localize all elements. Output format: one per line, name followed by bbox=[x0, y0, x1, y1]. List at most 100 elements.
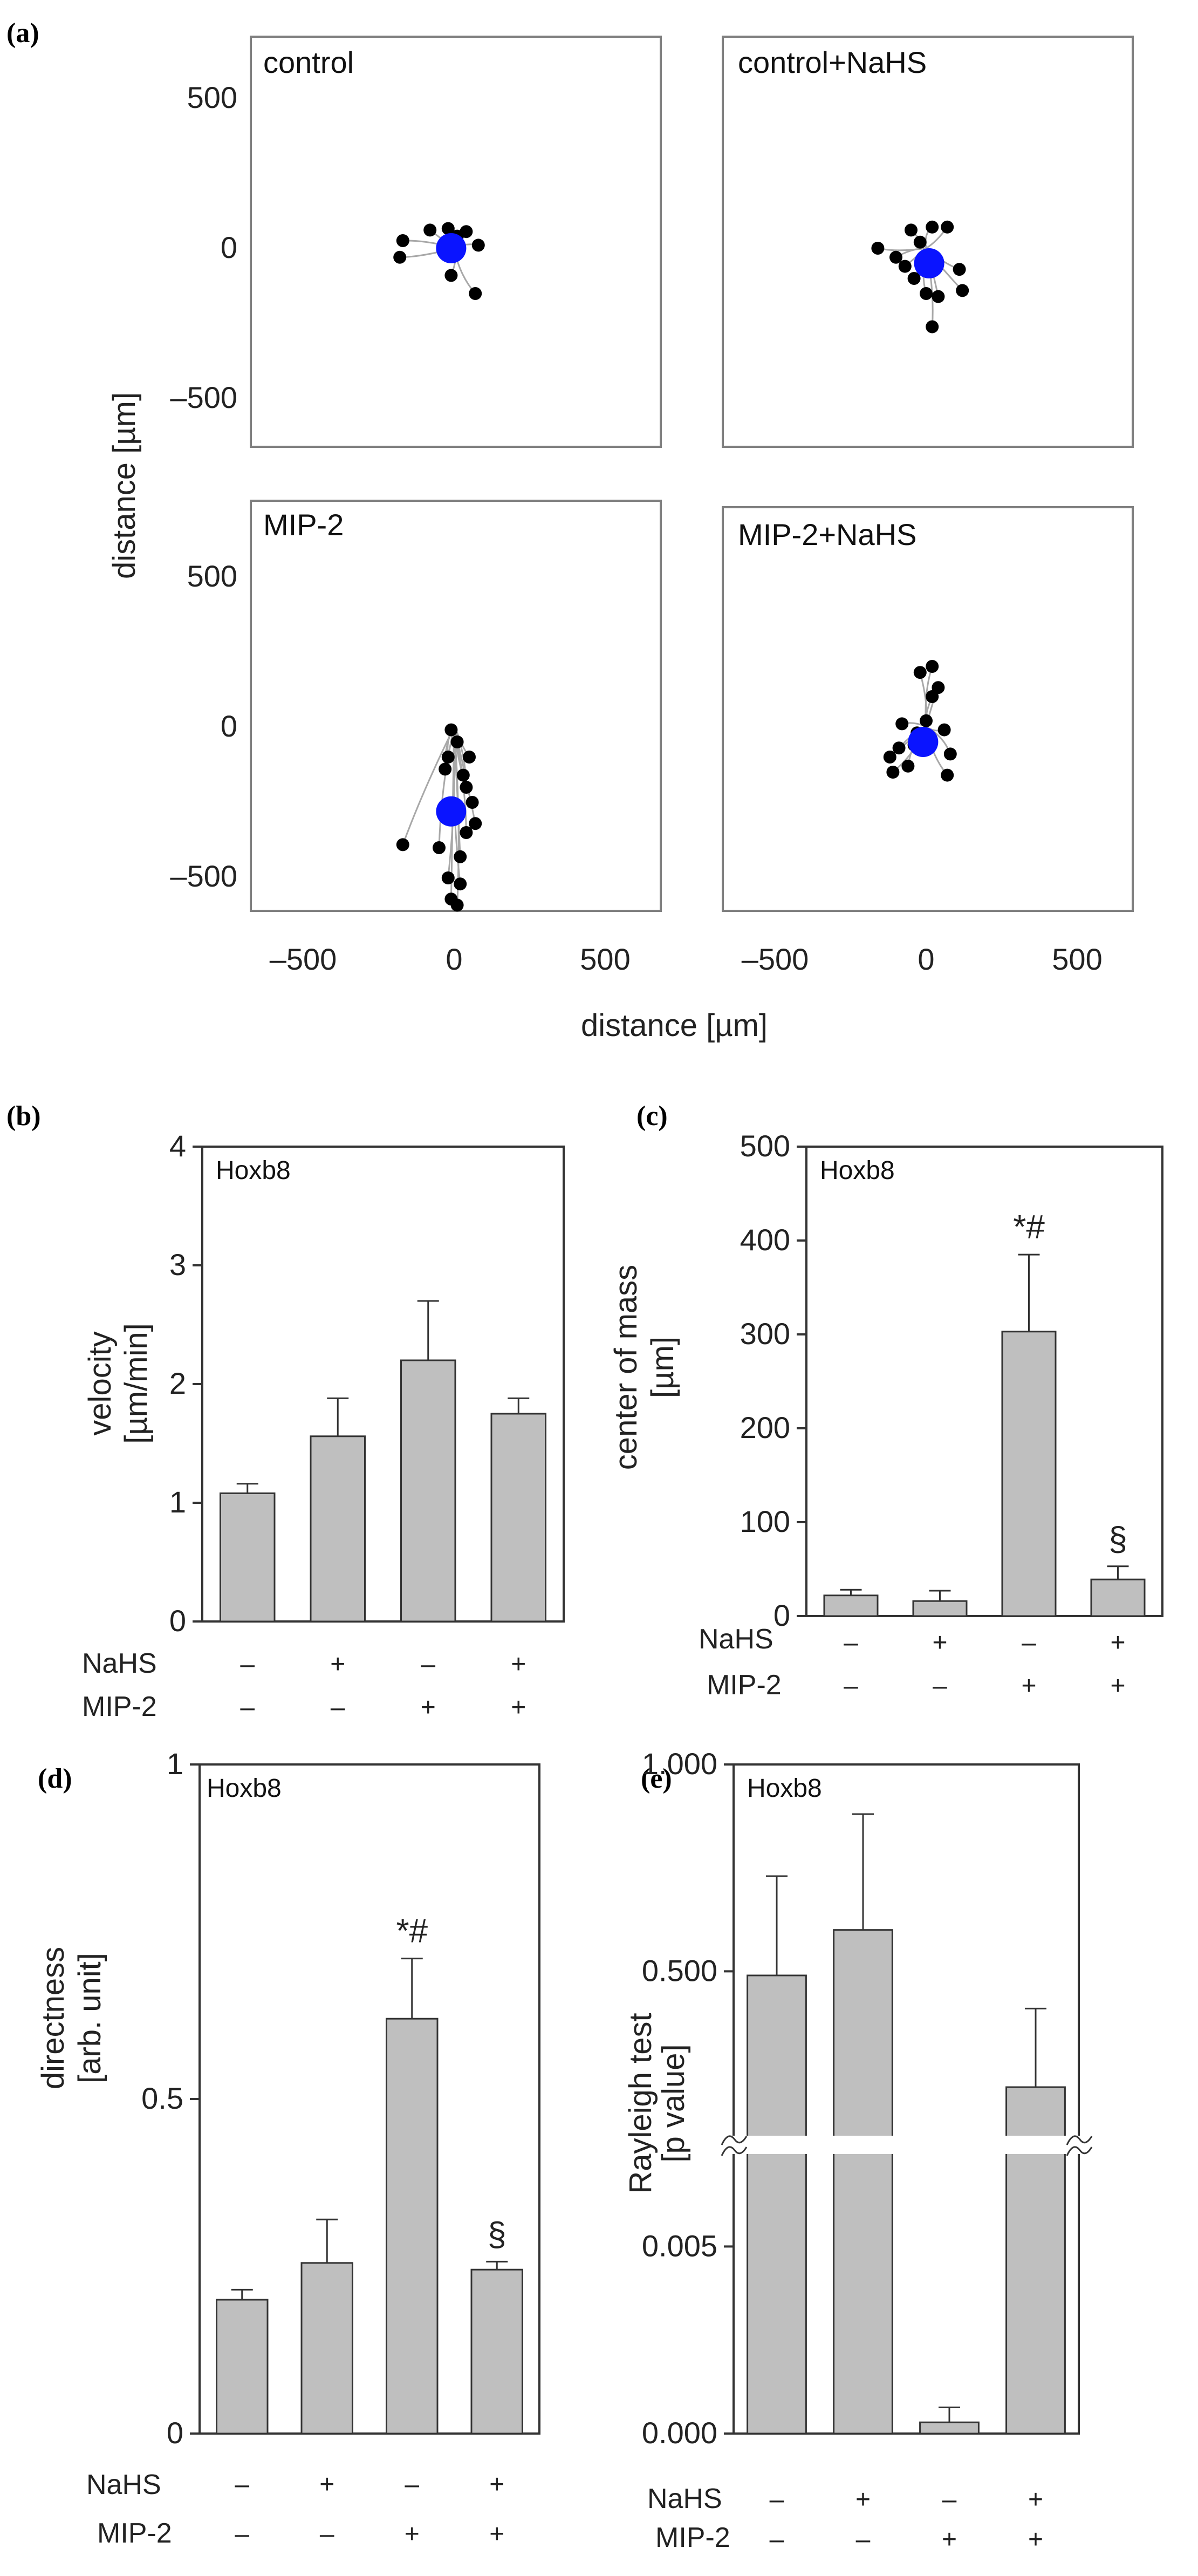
cell-endpoint bbox=[441, 751, 455, 764]
cell-endpoint bbox=[460, 826, 473, 839]
subplot-frame bbox=[250, 500, 662, 912]
mip2-sign: – bbox=[844, 1672, 858, 1700]
mip2-sign: – bbox=[933, 1672, 947, 1700]
nahs-sign: – bbox=[421, 1650, 435, 1679]
nahs-sign: + bbox=[1110, 1628, 1125, 1657]
nahs-sign: + bbox=[511, 1650, 526, 1679]
subplot-control-nahs bbox=[722, 36, 1134, 448]
cell-endpoint bbox=[883, 751, 896, 764]
cell-endpoint bbox=[396, 838, 409, 851]
nahs-sign: – bbox=[405, 2470, 419, 2499]
cell-endpoint bbox=[941, 768, 954, 782]
cell-endpoint bbox=[871, 242, 885, 255]
nahs-sign: + bbox=[330, 1650, 345, 1679]
y-tick-label: 0 bbox=[773, 1598, 790, 1632]
cell-endpoint bbox=[943, 747, 957, 761]
cell-endpoint bbox=[889, 250, 902, 264]
cell-endpoint bbox=[393, 250, 407, 264]
bar bbox=[912, 1600, 968, 1617]
panel-label-e: (e) bbox=[641, 1763, 672, 1794]
cell-endpoint bbox=[441, 871, 455, 884]
panel-c: (c) 0 100 200 300 400 500 – – + – *# – + § + + Hoxb8 ce… bbox=[608, 1101, 1163, 1701]
subplot-title-control-nahs: control+NaHS bbox=[738, 45, 927, 79]
panel-label-b: (b) bbox=[6, 1101, 41, 1132]
cell-endpoint bbox=[920, 714, 933, 727]
cell-endpoint bbox=[469, 287, 482, 300]
a-xtick-left-0: 0 bbox=[446, 942, 462, 976]
cell-endpoint bbox=[423, 223, 437, 237]
cell-endpoint bbox=[913, 666, 927, 679]
subplot-title-control: control bbox=[263, 45, 354, 79]
a-xtick-right-500: 500 bbox=[1052, 942, 1102, 976]
cell-endpoint bbox=[469, 817, 482, 830]
cell-endpoint bbox=[907, 272, 921, 285]
e-treat-row2: MIP-2 bbox=[655, 2522, 730, 2553]
cell-endpoint bbox=[920, 287, 933, 300]
a-ytick-bottom-500: 500 bbox=[187, 559, 237, 593]
center-of-mass-point bbox=[908, 727, 939, 757]
cell-endpoint bbox=[932, 290, 945, 303]
cell-endpoint bbox=[892, 741, 906, 755]
axis-break-mark bbox=[1066, 2146, 1093, 2156]
mip2-sign: + bbox=[942, 2525, 957, 2554]
y-tick-label: 1 bbox=[169, 1485, 186, 1519]
mip2-sign: – bbox=[320, 2520, 334, 2548]
bar bbox=[747, 1974, 807, 2435]
a-ytick-bottom-neg500: –500 bbox=[170, 859, 237, 893]
c-title: Hoxb8 bbox=[820, 1156, 895, 1185]
y-tick-label: 300 bbox=[740, 1317, 790, 1351]
significance-marker: § bbox=[1108, 1521, 1127, 1558]
cell-endpoint bbox=[905, 223, 918, 237]
c-treat-row2: MIP-2 bbox=[707, 1669, 782, 1701]
c-ylabel-line2: [µm] bbox=[645, 1337, 680, 1398]
bar bbox=[300, 2262, 353, 2435]
mip2-sign: – bbox=[331, 1693, 345, 1722]
significance-marker: § bbox=[488, 2216, 506, 2253]
bar bbox=[400, 1359, 456, 1623]
a-ytick-top-neg500: –500 bbox=[170, 380, 237, 414]
d-ylabel-line2: [arb. unit] bbox=[72, 1953, 107, 2083]
axis-break-mark bbox=[721, 2146, 748, 2156]
cell-endpoint bbox=[396, 234, 409, 247]
nahs-sign: + bbox=[932, 1628, 947, 1657]
bar bbox=[220, 1492, 276, 1623]
cell-endpoint bbox=[898, 260, 912, 273]
center-of-mass-point bbox=[914, 248, 944, 278]
bar bbox=[470, 2268, 523, 2435]
cell-endpoint bbox=[937, 723, 951, 737]
nahs-sign: – bbox=[235, 2470, 249, 2499]
e-treat-row1: NaHS bbox=[647, 2483, 722, 2514]
cell-endpoint bbox=[454, 850, 467, 863]
cell-endpoint bbox=[433, 841, 446, 854]
bar bbox=[823, 1594, 879, 1617]
y-tick-label: 0.000 bbox=[642, 2416, 717, 2450]
bar bbox=[833, 1929, 893, 2435]
subplot-title-mip2-nahs: MIP-2+NaHS bbox=[738, 517, 916, 551]
c-treat-row1: NaHS bbox=[699, 1624, 773, 1655]
b-ylabel-line1: velocity bbox=[83, 1331, 118, 1435]
nahs-sign: – bbox=[942, 2485, 957, 2514]
e-ylabel-line2: [p value] bbox=[656, 2044, 691, 2162]
y-tick-label: 3 bbox=[169, 1248, 186, 1282]
y-tick-label: 0.005 bbox=[642, 2229, 717, 2262]
mip2-sign: + bbox=[405, 2520, 420, 2548]
y-tick-label: 0 bbox=[167, 2416, 183, 2450]
b-treat-row1: NaHS bbox=[82, 1648, 157, 1679]
d-treat-row1: NaHS bbox=[86, 2469, 161, 2500]
mip2-sign: – bbox=[235, 2520, 249, 2548]
cell-endpoint bbox=[465, 796, 479, 809]
b-title: Hoxb8 bbox=[216, 1156, 291, 1185]
cell-endpoint bbox=[895, 717, 909, 731]
cell-endpoint bbox=[471, 238, 485, 252]
panel-e: (e) 0.000 0.005 0.500 1.000 – – + – – + + + Hoxb8 R… bbox=[623, 1747, 1095, 2554]
cell-endpoint bbox=[941, 220, 954, 234]
bar bbox=[1001, 1331, 1057, 1617]
cell-endpoint bbox=[456, 768, 470, 782]
mip2-sign: – bbox=[240, 1693, 255, 1722]
y-tick-label: 1 bbox=[167, 1747, 183, 1781]
d-title: Hoxb8 bbox=[207, 1774, 282, 1803]
chart-center-of-mass: 0 100 200 300 400 500 – – + – *# – + § + + bbox=[740, 1129, 1163, 1700]
axis-break-gap bbox=[717, 2136, 1095, 2154]
cell-endpoint bbox=[956, 284, 969, 297]
a-xtick-right-0: 0 bbox=[918, 942, 934, 976]
